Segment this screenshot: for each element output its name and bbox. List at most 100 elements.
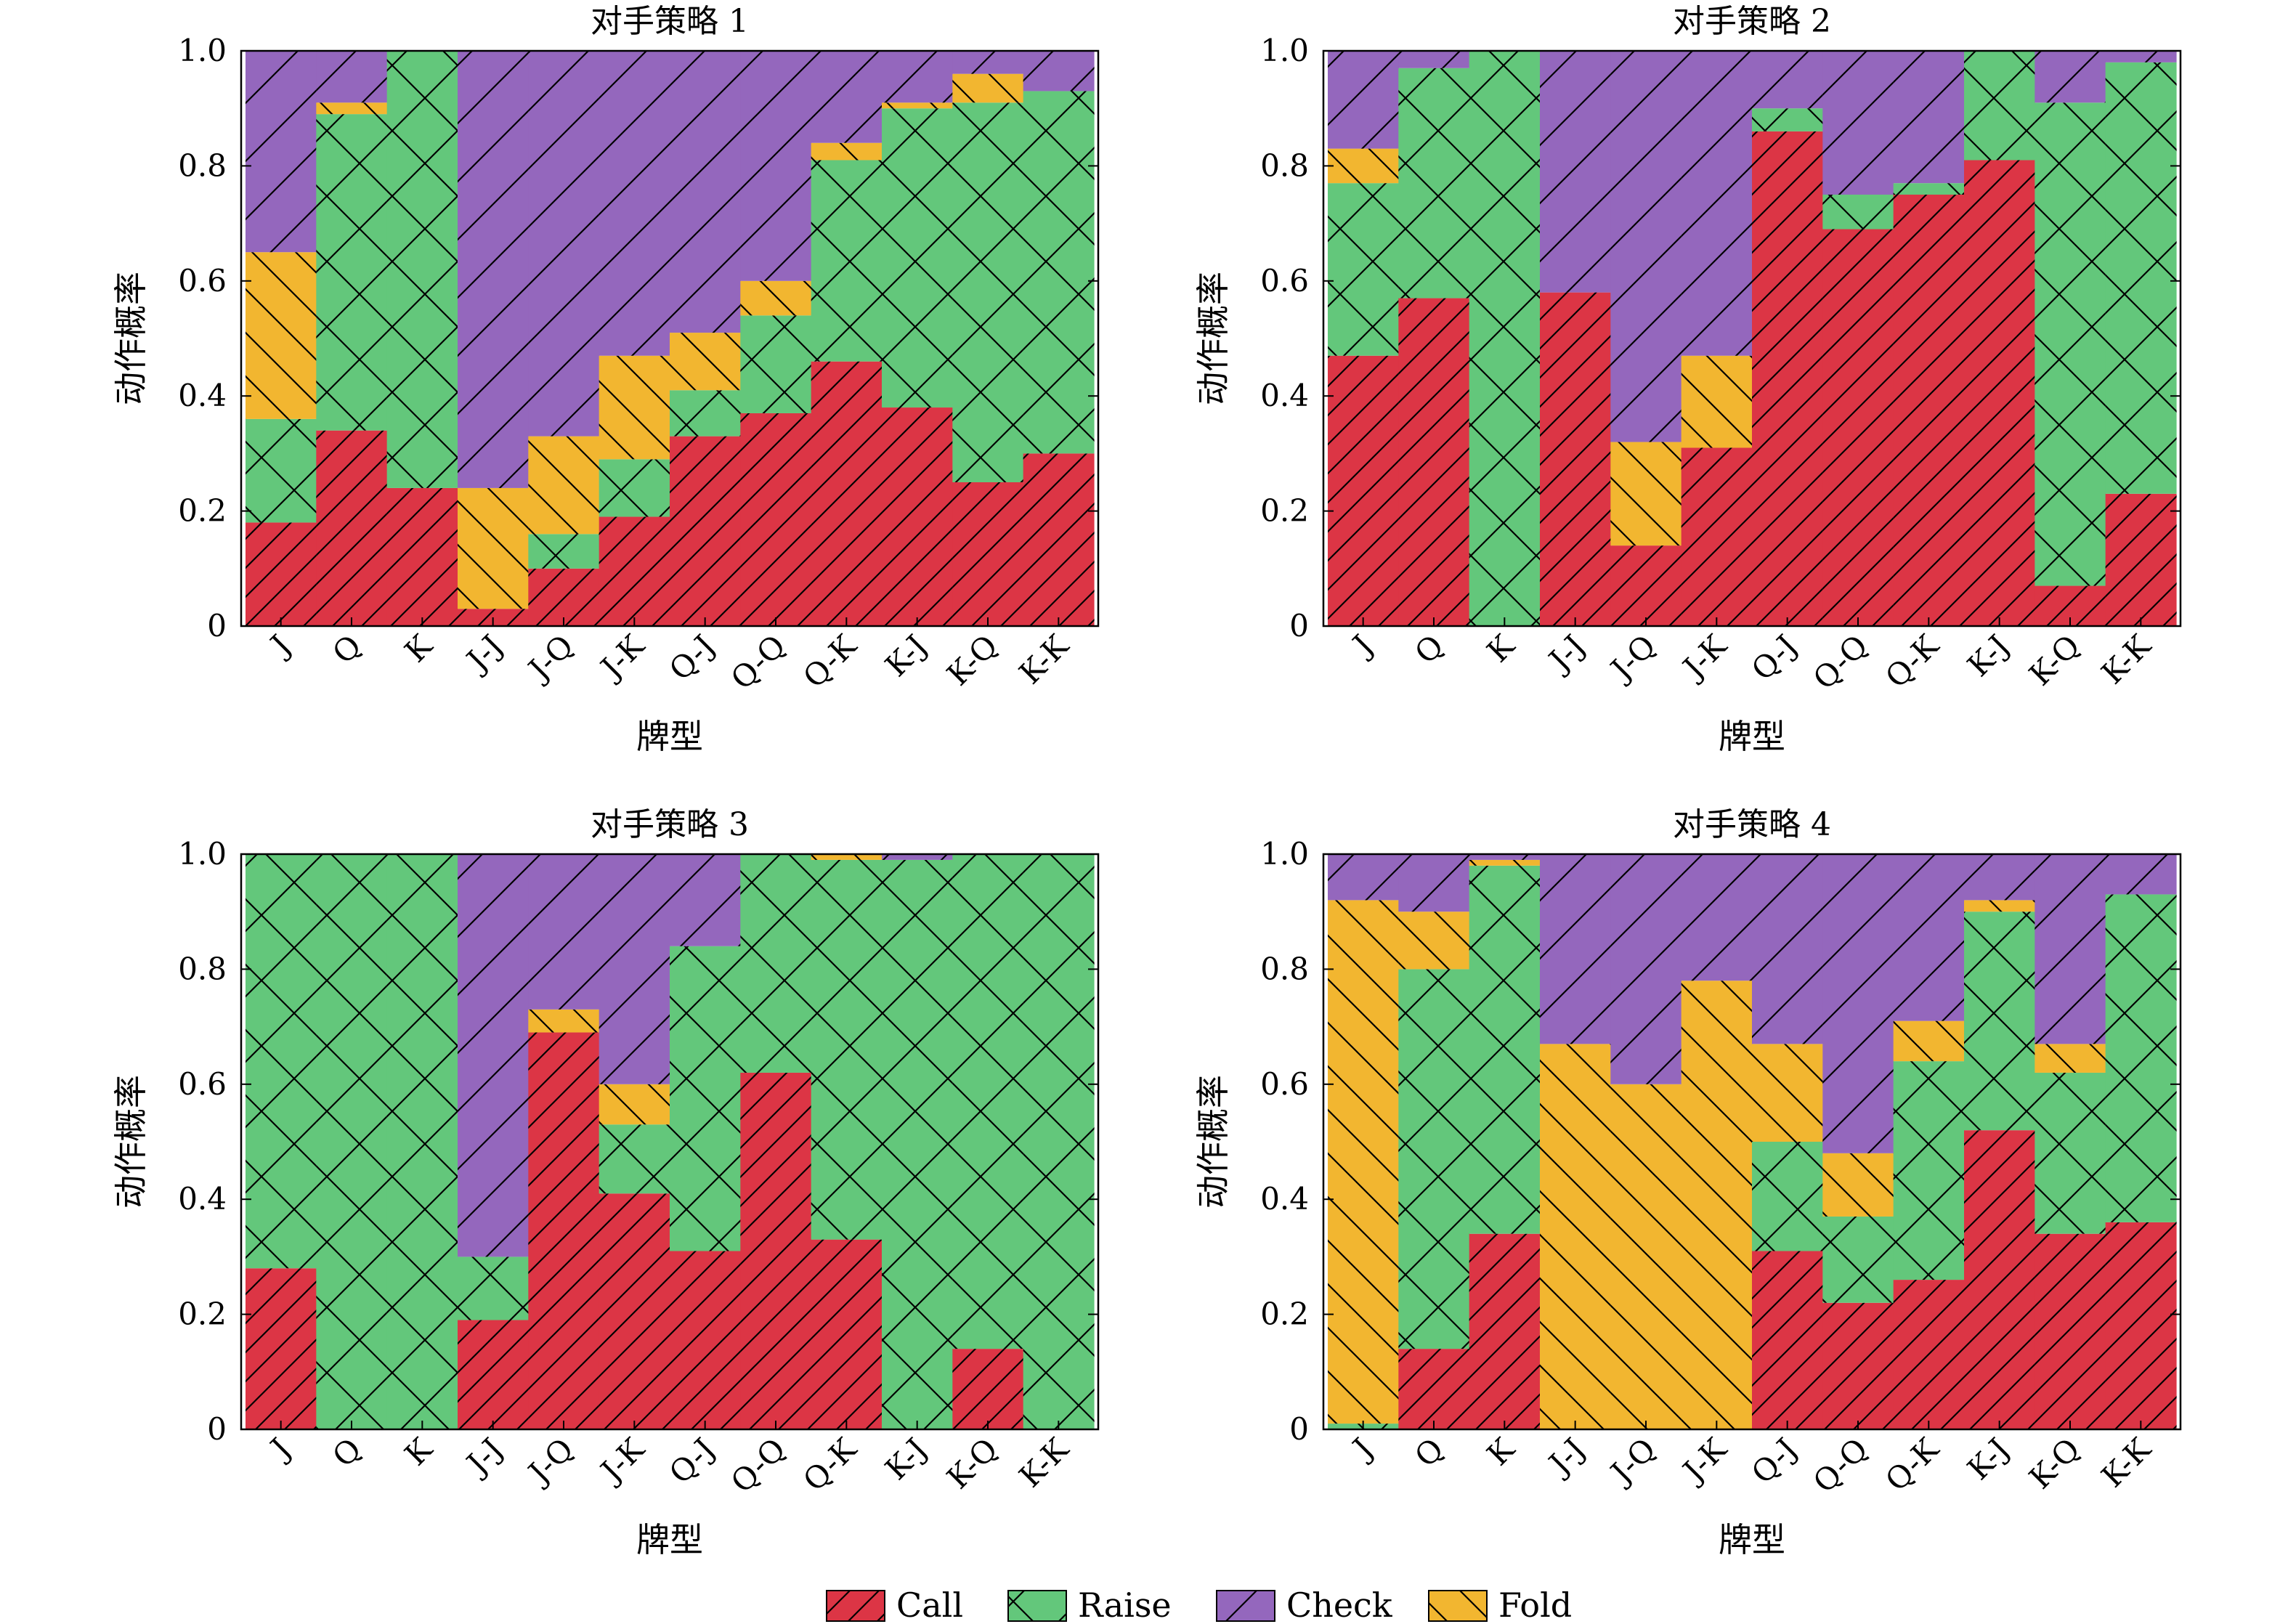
bar-segment-raise-hatch [386,51,458,488]
bar-segment-check-hatch [246,51,317,253]
bar-segment-call-hatch [1822,1302,1894,1429]
bar-segment-check-hatch [599,51,670,356]
bar-segment-check-hatch [2035,854,2106,1044]
bar-segment-fold-hatch [882,102,953,109]
y-tick-label: 0.6 [178,1066,227,1102]
y-axis-label: 动作概率 [1193,272,1233,405]
bar-segment-call-hatch [670,436,741,626]
y-axis-label: 动作概率 [111,272,150,405]
bar-segment-fold-hatch [811,142,883,161]
legend-swatch-check-hatch [1217,1591,1275,1621]
bar-segment-fold-hatch [316,102,388,115]
bar-segment-fold-hatch [1328,148,1399,184]
bar-segment-call-hatch [670,1251,741,1429]
y-axis-ticks: 0 0.2 0.4 0.6 0.8 1.0 [1260,33,2181,643]
x-tick-label: K [398,627,440,669]
legend-label-check: Check [1286,1586,1393,1624]
bar-segment-fold-hatch [1964,900,2035,912]
bar-segment-fold-hatch [528,436,600,535]
bar-segment-call-hatch [316,430,388,626]
bar-segment-check-hatch [1964,854,2035,901]
bar-segment-raise-hatch [528,534,600,569]
y-tick-label: 0.2 [178,493,227,529]
bar-segment-check-hatch [458,51,529,488]
y-tick-label: 0.8 [1260,147,1309,183]
bar-segment-fold-hatch [1681,981,1753,1429]
chart-title: 对手策略 3 [591,806,749,843]
bar-segment-raise-hatch [740,315,812,413]
x-tick-label: K-J [878,628,934,683]
plot-frame [240,49,1100,628]
bar-segment-check-hatch [740,51,812,281]
y-tick-label: 0.4 [178,1181,227,1217]
y-tick-label: 1.0 [1260,33,1309,68]
y-axis-ticks: 0 0.2 0.4 0.6 0.8 1.0 [1260,836,2181,1447]
x-axis-ticks: J Q K J-J J-Q J-K Q-J Q-Q Q-K K-J K-Q K-K [261,1421,1076,1500]
x-tick-label: Q-Q [724,1431,792,1499]
bar-segment-call-hatch [1752,1251,1823,1429]
bar-segment-call-hatch [1822,229,1894,626]
bar-segment-call-hatch [2105,493,2177,626]
y-tick-label: 0.8 [178,951,227,986]
bar-segment-check-hatch [882,51,953,103]
bar-segment-check-hatch [1610,51,1682,442]
bar-segment-raise-hatch [599,1124,670,1194]
x-axis-ticks: J Q K J-J J-Q J-K Q-J Q-Q Q-K K-J K-Q K-K [261,617,1076,697]
bar-segment-check-hatch [1893,51,1965,184]
bar-segment-raise-hatch [811,859,883,1240]
bar-segment-check-hatch [1681,51,1753,356]
bar-segment-fold-hatch [1752,1044,1823,1142]
bar-segment-raise-hatch [2105,62,2177,494]
chart-panel-2: 对手策略 2 00.20.40.60.81.0 J Q K J-J J-Q J-K Q-J Q… [1193,3,2182,756]
bar-segment-raise-hatch [882,859,953,1429]
bar-segment-raise-hatch [1822,1216,1894,1303]
x-tick-label: J [1344,628,1379,663]
bar-segment-check-hatch [2105,51,2177,62]
bar-segment-call-hatch [1398,298,1470,626]
bar-stack-area [1328,854,2177,1429]
y-tick-label: 0 [207,608,227,643]
x-tick-label: J-J [458,628,509,679]
x-tick-label: J-Q [519,1431,580,1492]
bar-segment-fold-hatch [1822,1153,1894,1217]
bar-segment-check-hatch [1328,51,1399,149]
chart-panel-4: 对手策略 4 00.20.40.60.81.0 J Q K J-J J-Q J-K Q-J Q… [1193,806,2182,1559]
bar-segment-check-hatch [1398,51,1470,68]
legend-item-fold: Fold [1428,1586,1572,1624]
chart-title: 对手策略 2 [1673,3,1831,40]
legend-label-raise: Raise [1078,1586,1172,1624]
bar-segment-raise-hatch [1752,108,1823,131]
plot-frame [1322,853,2182,1431]
legend-swatch-fold-hatch [1429,1591,1487,1621]
bar-segment-check-hatch [811,51,883,143]
bar-segment-fold-hatch [2035,1044,2106,1073]
x-axis-label: 牌型 [636,717,703,756]
x-tick-label: K-J [878,1431,934,1487]
bar-segment-call-hatch [1893,195,1965,626]
y-tick-label: 0.4 [1260,378,1309,413]
bar-segment-fold-hatch [1681,355,1753,448]
legend-item-raise: Raise [1007,1586,1172,1624]
bar-segment-check-hatch [2035,51,2106,103]
bar-segment-call-hatch [528,568,600,626]
x-tick-label: Q-J [662,1431,722,1490]
x-tick-label: J-Q [1602,628,1663,689]
x-tick-label: K-Q [940,628,1005,692]
bar-segment-check-hatch [1681,854,1753,981]
bar-segment-raise-hatch [1893,1061,1965,1280]
bar-segment-call-hatch [1964,1130,2035,1429]
bar-segment-fold-hatch [670,333,741,391]
bar-segment-call-hatch [952,1349,1024,1429]
bar-segment-raise-hatch [1964,912,2035,1131]
bar-segment-check-hatch [528,854,600,1010]
bar-segment-raise-hatch [599,459,670,517]
chart-panel-3: 对手策略 3 00.20.40.60.81.0 J Q K J-J J-Q J-K Q-J Q… [111,806,1100,1559]
x-tick-label: K [1480,1430,1522,1472]
bar-segment-call-hatch [811,361,883,626]
bar-segment-call-hatch [740,1072,812,1429]
x-tick-label: J-Q [519,628,580,689]
bar-segment-raise-hatch [386,854,458,1429]
y-tick-label: 0.2 [178,1296,227,1332]
legend-item-check: Check [1216,1586,1393,1624]
bar-segment-call-hatch [246,1268,317,1429]
